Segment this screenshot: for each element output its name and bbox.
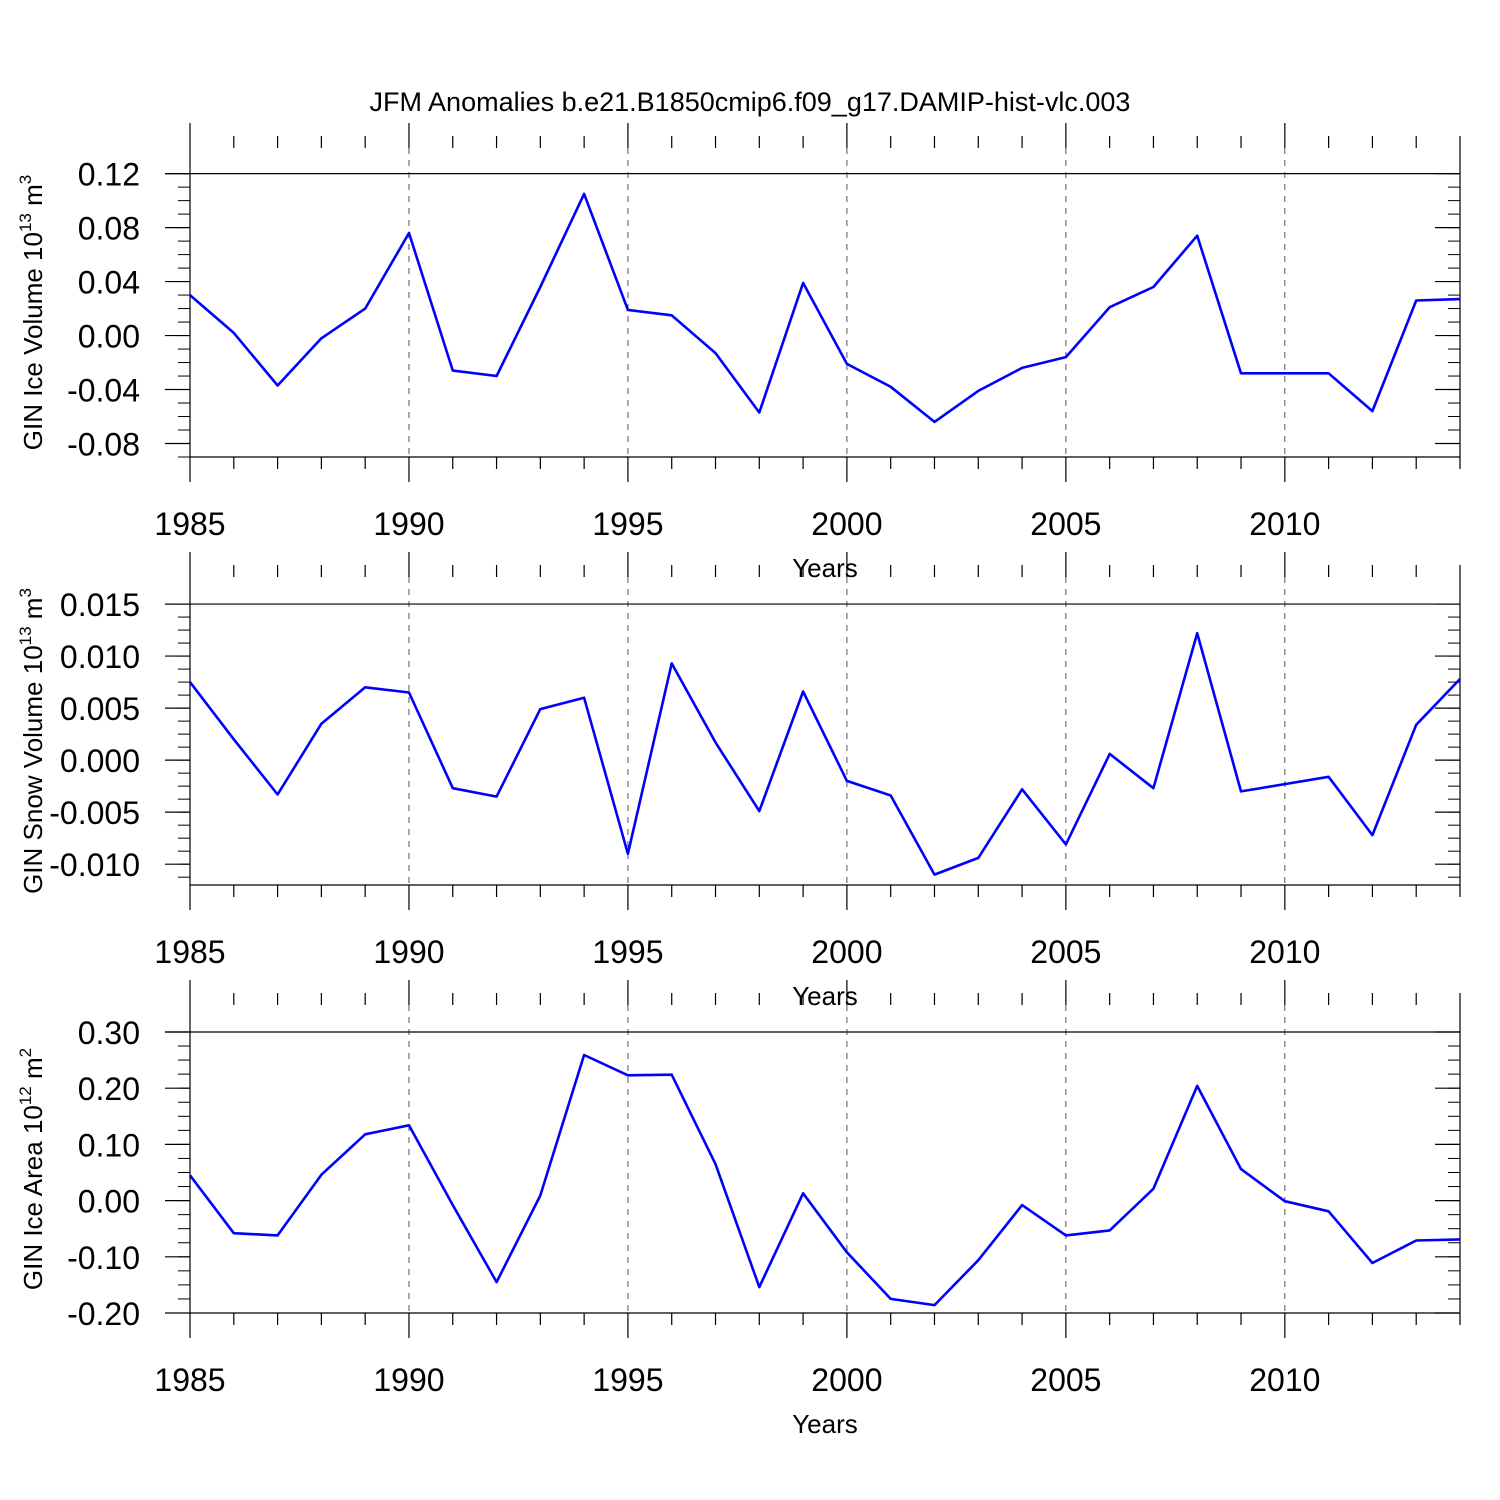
x-tick-label: 2010 — [1249, 1362, 1320, 1398]
y-tick-label: -0.04 — [67, 373, 140, 409]
y-tick-label: 0.10 — [78, 1127, 140, 1163]
y-axis-label: GIN Ice Area 1012 m2 — [16, 1048, 48, 1290]
y-tick-label: 0.015 — [60, 587, 140, 623]
panel-ice-volume: 1985 1990 1995 2000 2005 2010 Years 0.12 0.08 0.0… — [16, 123, 1461, 583]
x-tick-label: 1995 — [592, 1362, 663, 1398]
x-tick-label: 2010 — [1249, 934, 1320, 970]
series-line — [189, 192, 1461, 424]
series-line — [188, 1053, 1461, 1307]
x-tick-label: 2000 — [811, 506, 882, 542]
y-tick-label: -0.10 — [67, 1240, 140, 1276]
panel-snow-volume: 1985 1990 1995 2000 2005 2010 Years 0.015 0.010 0… — [16, 552, 1461, 1011]
y-axis-label: GIN Snow Volume 1013 m3 — [16, 588, 48, 894]
y-tick-label: -0.005 — [49, 795, 140, 831]
x-tick-label: 2005 — [1030, 1362, 1101, 1398]
y-tick-label: 0.005 — [60, 691, 140, 727]
y-tick-label: 0.08 — [78, 211, 140, 247]
x-tick-label: 1990 — [373, 506, 444, 542]
x-tick-label: 2000 — [811, 1362, 882, 1398]
y-tick-label: 0.30 — [78, 1015, 140, 1051]
y-tick-label: 0.12 — [78, 157, 140, 193]
y-tick-label: 0.20 — [78, 1071, 140, 1107]
series-line — [188, 631, 1461, 876]
y-tick-label: -0.20 — [67, 1296, 140, 1332]
y-tick-label: 0.04 — [78, 265, 140, 301]
x-tick-label: 2010 — [1249, 506, 1320, 542]
x-tick-label: 2005 — [1030, 934, 1101, 970]
y-axis-label: GIN Ice Volume 1013 m3 — [16, 175, 48, 451]
y-tick-label: 0.010 — [60, 639, 140, 675]
x-tick-label: 1990 — [373, 1362, 444, 1398]
y-tick-label: 0.000 — [60, 743, 140, 779]
x-tick-label: 1985 — [154, 934, 225, 970]
x-tick-label: 1985 — [154, 1362, 225, 1398]
y-tick-label: -0.08 — [67, 427, 140, 463]
figure-title: JFM Anomalies b.e21.B1850cmip6.f09_g17.D… — [370, 87, 1131, 117]
x-axis-label: Years — [792, 553, 858, 583]
x-tick-label: 1995 — [592, 934, 663, 970]
x-tick-label: 2005 — [1030, 506, 1101, 542]
y-tick-label: 0.00 — [78, 319, 140, 355]
x-tick-label: 1995 — [592, 506, 663, 542]
x-axis-label: Years — [792, 981, 858, 1011]
x-tick-label: 1985 — [154, 506, 225, 542]
panel-ice-area: 1985 1990 1995 2000 2005 2010 Years 0.30 0.20 0.1… — [16, 980, 1461, 1439]
x-tick-label: 2000 — [811, 934, 882, 970]
y-tick-label: 0.00 — [78, 1184, 140, 1220]
y-tick-label: -0.010 — [49, 847, 140, 883]
x-tick-label: 1990 — [373, 934, 444, 970]
x-axis-label: Years — [792, 1409, 858, 1439]
